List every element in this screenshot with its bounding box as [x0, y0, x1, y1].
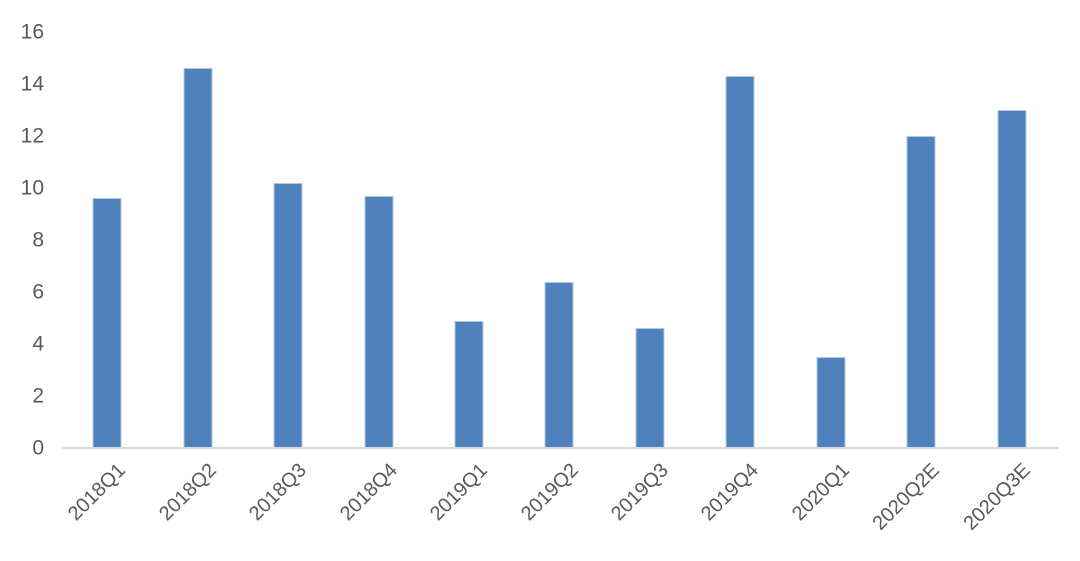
x-axis-category-label: 2020Q2E	[868, 459, 945, 535]
bar-column	[333, 32, 423, 448]
bar-2020Q2E	[906, 136, 936, 448]
x-axis-category-label: 2019Q3	[606, 459, 673, 526]
bar-column	[152, 32, 242, 448]
x-axis-category-label: 2019Q2	[516, 459, 583, 526]
bar-2019Q2	[544, 281, 574, 448]
x-axis-category-label: 2019Q4	[697, 459, 764, 526]
bar-column	[424, 32, 514, 448]
bar-2018Q4	[364, 195, 394, 448]
bar-column	[967, 32, 1057, 448]
x-axis-line	[62, 447, 1059, 449]
y-axis-tick-label: 2	[32, 384, 44, 408]
bar-column	[605, 32, 695, 448]
x-axis-category-label: 2018Q2	[154, 459, 221, 526]
y-axis-tick-label: 8	[32, 228, 44, 252]
y-axis-tick-label: 6	[32, 280, 44, 304]
y-axis-tick-label: 12	[20, 124, 44, 148]
x-axis-category-label: 2018Q3	[245, 459, 311, 526]
plot-area	[62, 32, 1057, 448]
bar-2018Q2	[183, 68, 213, 448]
x-axis-category-label: 2019Q1	[425, 459, 492, 526]
bar-column	[514, 32, 604, 448]
x-axis-category-label: 2018Q1	[64, 459, 131, 526]
bar-2019Q1	[454, 320, 484, 448]
y-axis-tick-label: 4	[32, 332, 44, 356]
bar-2019Q3	[635, 328, 665, 448]
bar-column	[876, 32, 966, 448]
bar-column	[62, 32, 152, 448]
y-axis-tick-label: 16	[20, 20, 44, 44]
y-axis-tick-label: 0	[32, 436, 44, 460]
bar-column	[243, 32, 333, 448]
bar-2020Q1	[816, 357, 846, 448]
bar-column	[786, 32, 876, 448]
x-axis-category-label: 2020Q1	[787, 459, 854, 526]
y-axis-tick-label: 10	[20, 176, 44, 200]
bar-2020Q3E	[997, 110, 1027, 448]
x-axis-category-label: 2020Q3E	[959, 459, 1035, 535]
x-axis-category-label: 2018Q4	[335, 459, 402, 526]
bar-2018Q1	[92, 198, 122, 448]
y-axis-tick-label: 14	[20, 72, 44, 96]
bar-column	[695, 32, 785, 448]
bar-2018Q3	[273, 182, 303, 448]
bar-2019Q4	[725, 76, 755, 448]
